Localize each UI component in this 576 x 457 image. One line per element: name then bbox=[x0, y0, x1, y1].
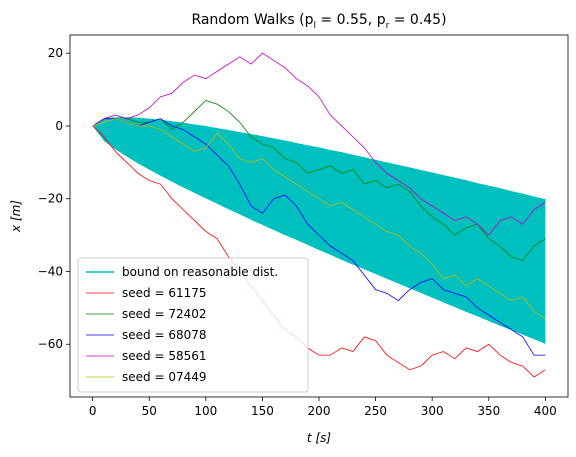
x-tick-label: 400 bbox=[534, 404, 557, 418]
y-tick-label: 0 bbox=[55, 118, 63, 132]
x-tick-label: 0 bbox=[89, 404, 97, 418]
x-tick-label: 100 bbox=[194, 404, 217, 418]
legend-label: seed = 07449 bbox=[122, 370, 207, 384]
bound-area bbox=[92, 117, 546, 344]
legend-box bbox=[77, 257, 309, 393]
x-tick-label: 50 bbox=[142, 404, 157, 418]
y-tick-label: −60 bbox=[38, 337, 63, 351]
walk-line bbox=[92, 118, 546, 356]
legend-label: seed = 61175 bbox=[122, 286, 207, 300]
legend-label: bound on reasonable dist. bbox=[122, 265, 278, 279]
legend-label: seed = 68078 bbox=[122, 328, 207, 342]
legend-label: seed = 58561 bbox=[122, 349, 207, 363]
chart-title: Random Walks (pl = 0.55, pr = 0.45) bbox=[191, 12, 446, 31]
x-axis-label: t [s] bbox=[307, 431, 331, 445]
x-tick-label: 350 bbox=[477, 404, 500, 418]
y-tick-label: −20 bbox=[38, 191, 63, 205]
x-tick-label: 300 bbox=[421, 404, 444, 418]
y-tick-label: 20 bbox=[48, 46, 63, 60]
legend-label: seed = 72402 bbox=[122, 307, 207, 321]
y-axis-label: x [m] bbox=[9, 200, 23, 233]
x-tick-label: 150 bbox=[251, 404, 274, 418]
x-tick-label: 200 bbox=[308, 404, 331, 418]
y-tick-label: −40 bbox=[38, 264, 63, 278]
walk-line bbox=[92, 118, 546, 320]
walk-line bbox=[92, 125, 546, 378]
walk-line bbox=[92, 52, 546, 236]
x-tick-label: 250 bbox=[364, 404, 387, 418]
walk-line bbox=[92, 100, 546, 262]
